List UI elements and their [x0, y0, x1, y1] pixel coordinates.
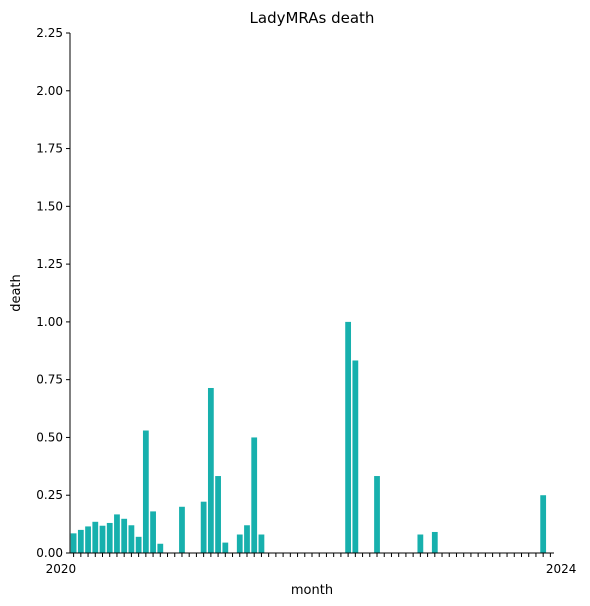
bar-2020-06 [106, 522, 113, 553]
bar-2021-09 [215, 476, 221, 553]
y-axis-ticks: 0.00 0.25 0.50 0.75 1.00 1.25 1.50 1.75 2.00 2.25 [36, 26, 70, 560]
bar-2022-03 [258, 534, 265, 553]
x-tick-label: 2020 [46, 562, 77, 576]
y-tick-label: 0.00 [36, 546, 63, 560]
bar-2020-01 [70, 533, 77, 553]
bar-2020-08 [121, 518, 128, 553]
bar-2021-07 [200, 501, 207, 553]
bar-2021-10 [222, 542, 229, 553]
bar-2020-09 [128, 525, 135, 553]
bar-2023-07 [374, 476, 380, 553]
y-tick-label: 1.00 [36, 315, 63, 329]
y-tick-label: 1.75 [36, 142, 63, 156]
bar-2020-05 [99, 525, 106, 553]
y-tick-label: 0.50 [36, 430, 63, 444]
bar-2020-11 [142, 430, 149, 553]
bar-2021-12 [236, 534, 243, 553]
x-axis-ticks: 2020 2024 [46, 553, 577, 576]
bar-2020-10 [135, 536, 142, 553]
bar-2021-01 [157, 543, 164, 553]
y-tick-label: 0.25 [36, 488, 63, 502]
bar-2024-03 [431, 531, 438, 553]
chart-title: LadyMRAs death [250, 9, 375, 27]
bar-2023-03 [345, 321, 352, 553]
bar-2021-04 [179, 506, 185, 553]
x-tick-label: 2024 [546, 562, 577, 576]
bar-2023-04 [352, 360, 359, 553]
bar-2020-02 [77, 529, 84, 553]
bars [70, 321, 547, 553]
bar-2020-12 [150, 511, 156, 553]
y-tick-label: 1.25 [36, 257, 63, 271]
x-axis-label: month [291, 583, 333, 598]
bar-2020-04 [92, 521, 99, 553]
bar-2022-01 [244, 525, 250, 553]
bar-2020-03 [85, 526, 91, 553]
y-tick-label: 2.25 [36, 26, 63, 40]
bar-2020-07 [114, 514, 120, 553]
y-tick-label: 0.75 [36, 373, 63, 387]
bar-2021-08 [207, 387, 214, 553]
y-tick-label: 1.50 [36, 199, 63, 213]
y-tick-label: 2.00 [36, 84, 63, 98]
y-axis-label: death [9, 274, 24, 312]
bar-2022-02 [251, 437, 258, 553]
bar-2025-06 [540, 495, 547, 553]
bar-2024-01 [417, 534, 424, 553]
